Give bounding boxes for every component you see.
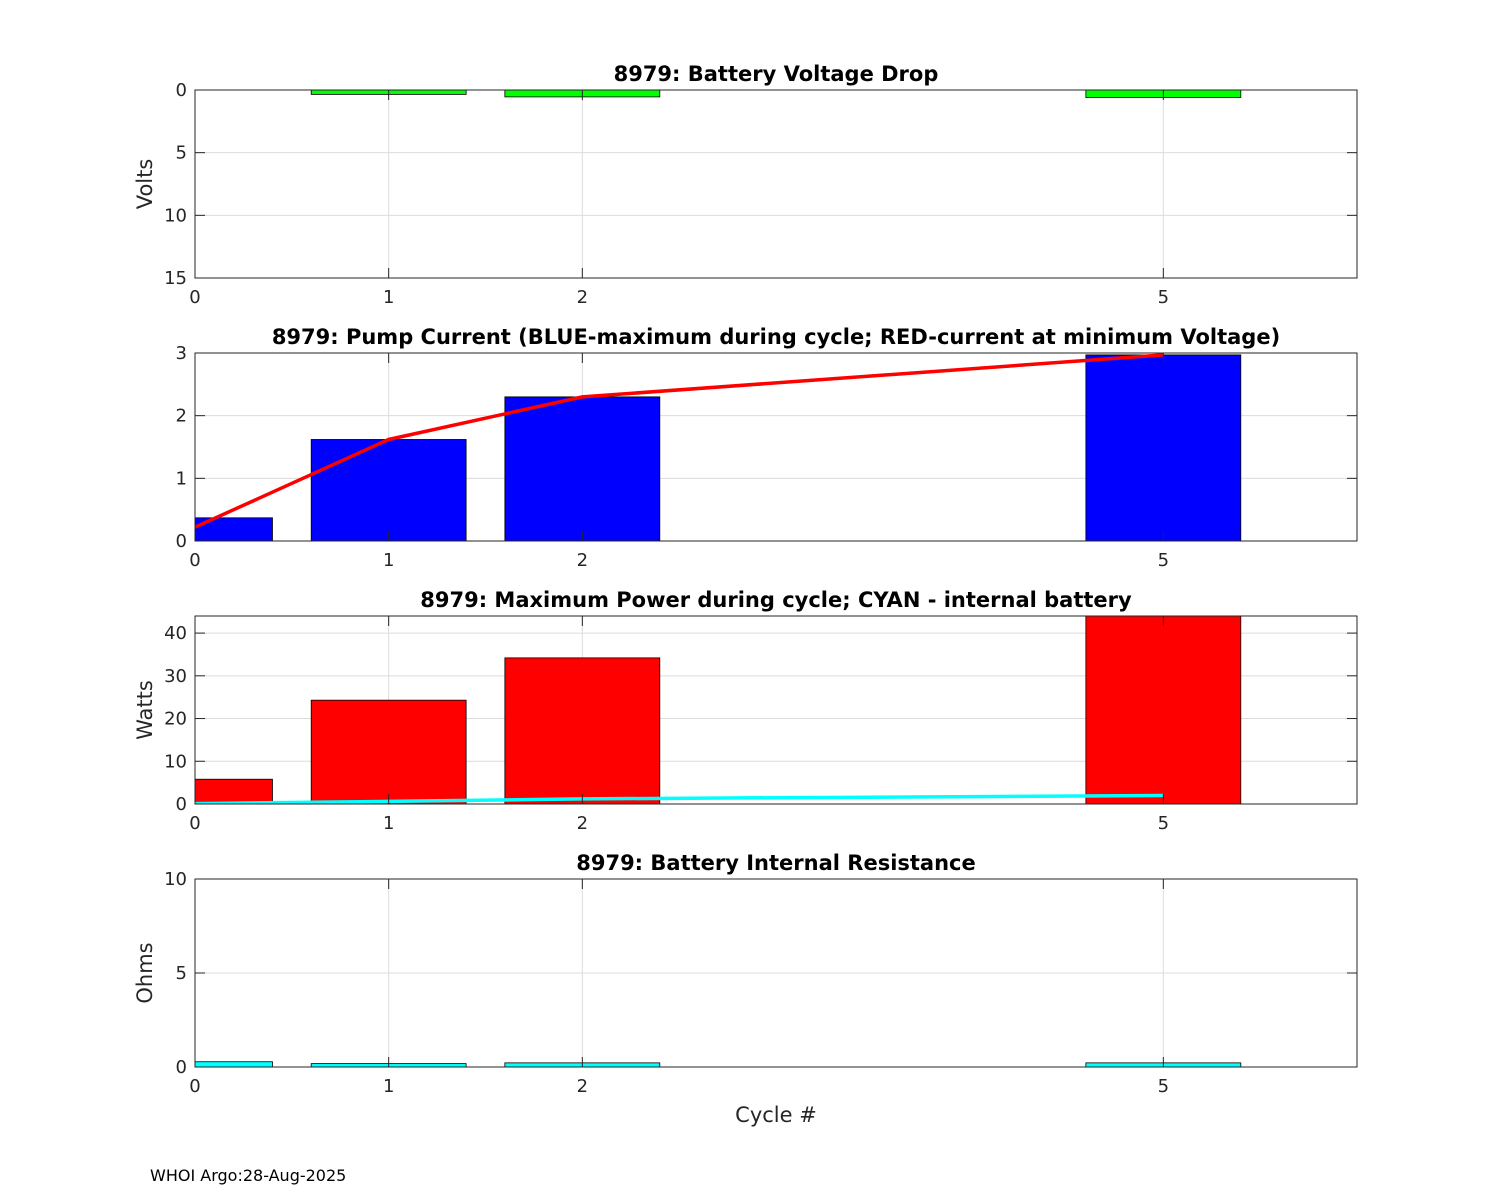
y-tick-label: 40 xyxy=(164,623,187,644)
bar-cycle-5 xyxy=(1085,354,1242,541)
x-tick-label: 5 xyxy=(1158,813,1169,834)
y-axis-label: Watts xyxy=(133,680,157,740)
y-tick-label: 20 xyxy=(164,709,187,730)
x-tick-label: 5 xyxy=(1158,1076,1169,1097)
x-tick-label: 0 xyxy=(189,1076,200,1097)
bar-cycle-1 xyxy=(310,439,467,541)
chart-title: 8979: Battery Voltage Drop xyxy=(614,62,939,86)
line-series xyxy=(195,793,1164,804)
bar-cycle-1 xyxy=(310,699,467,804)
bar-cycle-0 xyxy=(195,1061,273,1067)
chart-panel-1: 0 1 2 5 0 5 10 15 8979: Battery Voltage Drop Volt… xyxy=(133,62,1358,308)
bar-cycle-2 xyxy=(504,396,661,541)
bar-series xyxy=(195,354,1242,541)
bar-series xyxy=(195,616,1242,804)
x-tick-label: 2 xyxy=(577,287,588,308)
y-tick-label: 30 xyxy=(164,666,187,687)
x-tick-label: 0 xyxy=(189,813,200,834)
x-axis-label: Cycle # xyxy=(735,1103,817,1127)
axes-box xyxy=(194,615,1358,805)
x-tick-label: 1 xyxy=(383,1076,394,1097)
chart-title: 8979: Battery Internal Resistance xyxy=(576,851,976,875)
y-tick-label: 1 xyxy=(176,468,187,489)
plot-area xyxy=(195,90,1357,278)
y-tick-label: 0 xyxy=(176,794,187,815)
bar-cycle-0 xyxy=(195,517,273,541)
bar-cycle-0 xyxy=(195,778,273,804)
x-tick-label: 1 xyxy=(383,550,394,571)
x-tick-label: 0 xyxy=(189,287,200,308)
x-tick-label: 1 xyxy=(383,813,394,834)
y-tick-label: 15 xyxy=(164,268,187,289)
y-tick-label: 0 xyxy=(176,80,187,101)
bar-cycle-5 xyxy=(1085,616,1242,804)
chart-panel-2: 0 1 2 5 0 1 2 3 8979: Pump Current (BLUE-maximum… xyxy=(176,325,1358,571)
chart-title: 8979: Pump Current (BLUE-maximum during … xyxy=(272,325,1280,349)
footer-label: WHOI Argo:28-Aug-2025 xyxy=(150,1166,347,1185)
chart-title: 8979: Maximum Power during cycle; CYAN -… xyxy=(420,588,1132,612)
y-tick-label: 0 xyxy=(176,531,187,552)
x-tick-label: 5 xyxy=(1158,550,1169,571)
x-tick-label: 5 xyxy=(1158,287,1169,308)
chart-panel-4: 0 1 2 5 0 5 10 8979: Battery Internal Resistanc… xyxy=(133,851,1358,1127)
chart-panel-3: 0 1 2 5 0 10 20 30 40 8979: Maximum Power during … xyxy=(133,588,1358,834)
bar-cycle-2 xyxy=(504,657,661,804)
y-tick-label: 2 xyxy=(176,406,187,427)
axes-box xyxy=(194,89,1358,279)
y-tick-label: 10 xyxy=(164,751,187,772)
axes-box xyxy=(194,352,1358,542)
y-axis-label: Volts xyxy=(133,159,157,210)
y-tick-label: 0 xyxy=(176,1057,187,1078)
x-tick-label: 1 xyxy=(383,287,394,308)
x-tick-label: 2 xyxy=(577,1076,588,1097)
y-tick-label: 3 xyxy=(176,343,187,364)
x-tick-label: 0 xyxy=(189,550,200,571)
line-series xyxy=(195,353,1164,529)
x-tick-label: 2 xyxy=(577,813,588,834)
x-tick-label: 2 xyxy=(577,550,588,571)
y-tick-label: 10 xyxy=(164,869,187,890)
y-tick-label: 5 xyxy=(176,143,187,164)
y-axis-label: Ohms xyxy=(133,942,157,1003)
y-tick-label: 5 xyxy=(176,963,187,984)
y-tick-label: 10 xyxy=(164,205,187,226)
